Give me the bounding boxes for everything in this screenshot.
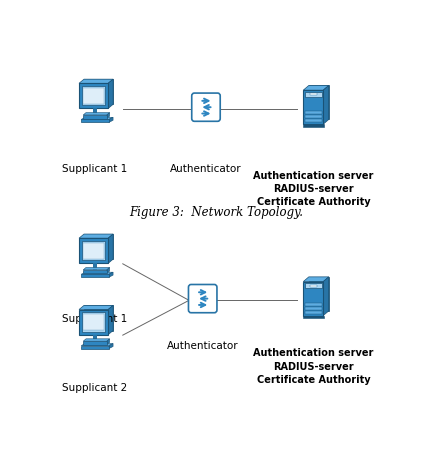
Polygon shape [107,113,109,119]
Polygon shape [108,235,113,264]
Bar [79,310,108,335]
Bar [79,84,108,109]
Polygon shape [83,113,109,116]
Polygon shape [109,118,113,123]
Polygon shape [79,306,113,310]
Polygon shape [108,306,113,335]
Polygon shape [79,235,113,239]
Polygon shape [303,86,329,91]
Bar [83,116,107,119]
Bar [83,314,104,331]
Bar [82,87,105,106]
Bar [305,303,322,306]
Bar [305,284,322,289]
Polygon shape [107,268,109,274]
Bar [83,243,104,259]
Polygon shape [81,344,113,346]
Bar [81,275,109,278]
Polygon shape [84,235,113,260]
Bar [305,307,322,310]
Bar [305,311,322,314]
Polygon shape [108,80,113,109]
Text: Figure 3:  Network Topology.: Figure 3: Network Topology. [129,206,303,219]
Text: Supplicant 2: Supplicant 2 [62,382,128,392]
Bar [82,242,105,261]
Polygon shape [84,80,113,105]
Text: Authentication server
RADIUS-server
Certificate Authority: Authentication server RADIUS-server Cert… [253,348,374,384]
Bar [305,93,322,97]
Polygon shape [83,339,109,341]
Polygon shape [79,80,113,84]
Text: Authentication server
RADIUS-server
Certificate Authority: Authentication server RADIUS-server Cert… [253,170,374,207]
Polygon shape [109,344,113,349]
Bar [310,285,317,287]
FancyBboxPatch shape [189,285,217,313]
Bar [79,239,108,264]
Polygon shape [323,277,329,316]
Bar [303,125,324,128]
Bar [83,341,107,345]
Bar [310,94,317,96]
Bar [305,116,322,119]
Polygon shape [323,86,329,125]
Polygon shape [81,118,113,120]
Bar [82,313,105,332]
Polygon shape [303,277,329,282]
Bar [303,91,323,125]
Bar [83,88,104,105]
Text: Supplicant 1: Supplicant 1 [62,164,128,174]
Polygon shape [309,277,329,311]
Bar [93,264,97,270]
Bar [81,346,109,349]
Polygon shape [83,268,109,270]
Text: Supplicant 1: Supplicant 1 [62,313,128,323]
Bar [93,335,97,341]
FancyBboxPatch shape [192,94,220,122]
Polygon shape [309,86,329,120]
Bar [303,282,323,316]
Text: Authenticator: Authenticator [170,164,242,174]
Bar [93,109,97,116]
Text: Authenticator: Authenticator [167,341,239,350]
Bar [81,120,109,123]
Bar [303,316,324,318]
Bar [305,112,322,115]
Bar [305,120,322,123]
Polygon shape [84,306,113,331]
Polygon shape [81,272,113,275]
Polygon shape [107,339,109,345]
Bar [83,270,107,274]
Polygon shape [109,272,113,278]
